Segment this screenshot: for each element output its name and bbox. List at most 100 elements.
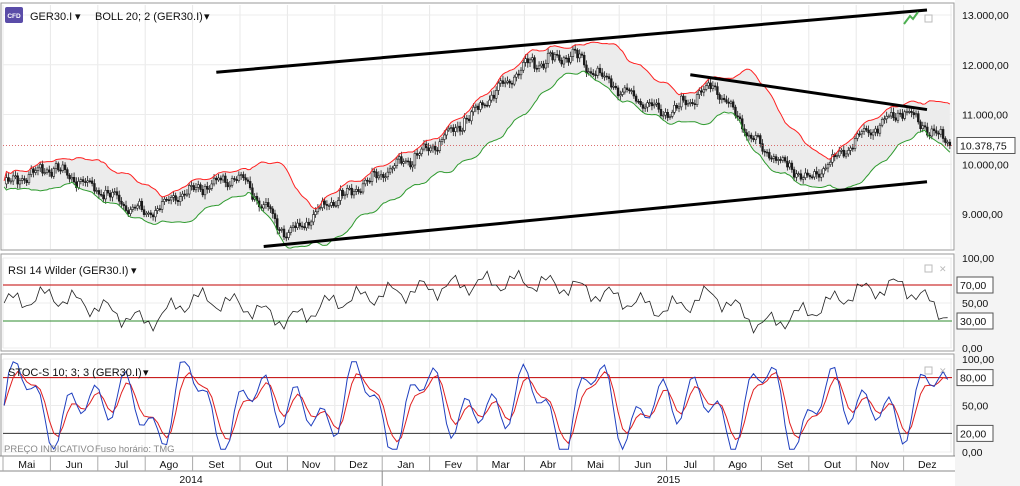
cfd-logo-icon[interactable] <box>5 7 23 23</box>
candle-body <box>163 198 166 202</box>
stoch-close-icon[interactable]: ✕ <box>939 366 947 376</box>
candle-body <box>316 207 320 213</box>
stoch-title[interactable]: STOC-S 10; 3; 3 (GER30.I) <box>8 367 142 379</box>
candle-body <box>576 49 579 59</box>
candle-body <box>540 63 543 67</box>
candle-body <box>52 168 55 177</box>
candle-body <box>438 141 441 151</box>
month-label: Jun <box>634 459 651 471</box>
candle-body <box>305 221 308 229</box>
indicator-tick-label: 0,00 <box>962 447 983 459</box>
candle-body <box>899 112 902 115</box>
candle-body <box>517 73 520 76</box>
candle-body <box>458 125 462 132</box>
candle-body <box>43 172 46 174</box>
candle-body <box>291 225 295 228</box>
candle-body <box>84 181 87 183</box>
candle-body <box>298 222 302 227</box>
candle-body <box>847 150 850 155</box>
candle-body <box>192 185 195 191</box>
candle-body <box>488 99 491 106</box>
candle-body <box>427 147 430 152</box>
candle-body <box>919 121 922 129</box>
candle-body <box>115 191 119 196</box>
candle-body <box>524 58 527 63</box>
level-box <box>956 276 994 294</box>
rsi-maximize-icon[interactable] <box>924 264 933 273</box>
rsi-title[interactable]: RSI 14 Wilder (GER30.I) <box>8 265 128 277</box>
stoch-menu-icon[interactable]: ▾ <box>143 367 149 379</box>
candle-body <box>377 175 381 179</box>
candle-body <box>553 54 557 61</box>
candle-body <box>303 226 306 229</box>
trendline-upper-channel <box>216 8 928 74</box>
candle-body <box>614 85 618 89</box>
candle-body <box>68 174 71 180</box>
candle-body <box>810 176 814 179</box>
candle-body <box>921 125 924 129</box>
candle-body <box>318 207 322 209</box>
stoch-maximize-icon[interactable] <box>924 366 933 375</box>
candle-body <box>172 195 175 198</box>
candle-body <box>650 102 654 107</box>
bollinger-label[interactable]: BOLL 20; 2 (GER30.I) <box>95 11 203 23</box>
candle-body <box>406 160 410 163</box>
candle-body <box>838 150 841 157</box>
candle-body <box>788 162 791 168</box>
candle-body <box>537 65 541 69</box>
candle-body <box>675 105 678 109</box>
candle-body <box>662 114 665 117</box>
trend-arrow-icon[interactable] <box>903 11 919 25</box>
candle-body <box>562 57 566 65</box>
price-panel-controls[interactable] <box>903 11 933 25</box>
stoch-panel-controls[interactable]: ✕ <box>924 366 947 376</box>
candle-body <box>77 181 80 188</box>
candle-body <box>431 145 435 149</box>
candle-body <box>734 106 737 117</box>
bollinger-menu-icon[interactable]: ▾ <box>204 11 210 23</box>
candle-body <box>90 180 94 184</box>
indicator-tick-label: 0,00 <box>962 343 983 355</box>
candle-body <box>634 95 638 102</box>
candle-body <box>889 112 893 117</box>
candle-body <box>99 193 103 196</box>
candle-body <box>183 193 186 196</box>
rsi-panel-controls[interactable]: ✕ <box>924 264 947 274</box>
candle-body <box>120 200 123 205</box>
candle-body <box>605 75 608 78</box>
rsi-close-icon[interactable]: ✕ <box>939 264 947 274</box>
candle-body <box>456 125 460 129</box>
candle-body <box>652 104 656 107</box>
candle-body <box>492 94 496 99</box>
candle-body <box>41 164 44 174</box>
candle-body <box>718 94 721 100</box>
symbol-label[interactable]: GER30.I <box>30 11 72 23</box>
candle-body <box>165 198 168 201</box>
candle-body <box>323 200 326 205</box>
candle-body <box>147 212 150 215</box>
candle-body <box>668 116 672 118</box>
candle-body <box>418 153 421 156</box>
symbol-menu-icon[interactable]: ▾ <box>75 11 81 23</box>
candle-body <box>271 208 274 214</box>
candle-body <box>235 179 238 181</box>
candle-body <box>70 177 74 180</box>
rsi-menu-icon[interactable]: ▾ <box>131 265 137 277</box>
candle-body <box>594 74 597 77</box>
candle-body <box>197 184 200 188</box>
price-maximize-icon[interactable] <box>924 14 933 23</box>
candle-body <box>607 76 611 80</box>
candle-body <box>185 193 189 196</box>
candle-body <box>404 160 408 163</box>
candle-body <box>804 172 807 178</box>
candle-body <box>905 111 909 113</box>
candle-body <box>145 212 148 215</box>
candle-body <box>470 111 473 122</box>
candle-body <box>81 179 85 182</box>
candle-body <box>592 73 595 76</box>
month-label: Dez <box>918 459 937 471</box>
candle-body <box>504 82 507 84</box>
candle-body <box>25 179 28 183</box>
candle-body <box>858 133 861 136</box>
